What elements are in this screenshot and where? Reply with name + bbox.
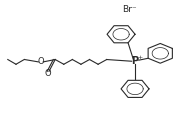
Text: Br⁻: Br⁻ xyxy=(122,5,137,14)
Text: O: O xyxy=(45,69,52,78)
Text: O: O xyxy=(37,57,44,66)
Text: P: P xyxy=(131,56,139,66)
Text: +: + xyxy=(137,55,142,60)
